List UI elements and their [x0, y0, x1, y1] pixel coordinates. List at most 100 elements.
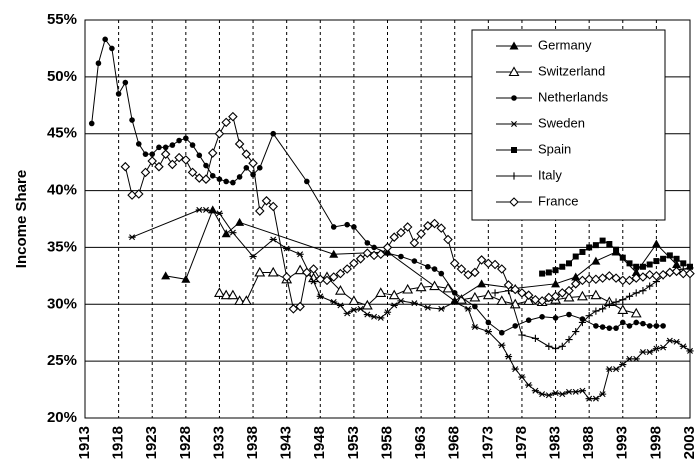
- marker: [566, 260, 572, 267]
- marker: [631, 267, 641, 276]
- marker: [230, 179, 236, 186]
- marker: [504, 353, 513, 360]
- x-tick-label: 1948: [311, 426, 328, 459]
- marker: [330, 224, 337, 230]
- marker: [523, 295, 535, 305]
- marker: [429, 280, 440, 291]
- marker: [658, 269, 668, 280]
- marker: [127, 190, 137, 200]
- marker: [135, 141, 142, 147]
- marker: [625, 292, 634, 300]
- marker: [248, 158, 258, 169]
- marker: [361, 299, 373, 310]
- marker: [350, 306, 358, 313]
- marker: [296, 251, 304, 258]
- marker: [203, 162, 209, 169]
- marker: [382, 242, 393, 253]
- marker: [551, 389, 560, 396]
- y-tick-label: 40%: [47, 182, 77, 199]
- marker: [240, 295, 252, 305]
- marker: [254, 206, 265, 216]
- marker: [570, 279, 581, 289]
- legend-label: Spain: [538, 141, 571, 156]
- x-tick-label: 2003: [681, 426, 698, 459]
- marker: [604, 271, 615, 281]
- marker: [579, 248, 586, 255]
- y-tick-label: 20%: [47, 409, 77, 426]
- marker: [425, 263, 431, 270]
- marker: [133, 189, 144, 199]
- marker: [640, 320, 646, 327]
- marker: [565, 388, 573, 395]
- marker: [364, 240, 371, 246]
- marker: [202, 206, 210, 213]
- marker: [672, 259, 682, 268]
- legend-label: Netherlands: [538, 89, 609, 104]
- marker: [510, 172, 518, 180]
- marker: [115, 91, 122, 97]
- marker: [578, 318, 587, 327]
- marker: [477, 279, 487, 288]
- marker: [342, 264, 352, 274]
- marker: [510, 121, 518, 127]
- marker: [651, 239, 661, 248]
- marker: [619, 361, 627, 368]
- marker: [147, 156, 158, 166]
- marker: [572, 253, 579, 260]
- marker: [632, 355, 640, 362]
- marker: [552, 267, 559, 274]
- marker: [256, 165, 263, 171]
- marker: [686, 347, 694, 354]
- marker: [571, 272, 581, 281]
- marker: [476, 255, 487, 265]
- marker: [578, 387, 587, 394]
- marker: [169, 142, 176, 148]
- marker: [390, 302, 398, 309]
- marker: [375, 287, 387, 297]
- marker: [335, 268, 346, 279]
- marker: [605, 300, 613, 308]
- legend: Germany Switzerland Netherlands Sweden Spain…: [471, 29, 666, 221]
- y-tick-label: 35%: [47, 238, 77, 255]
- marker: [537, 296, 547, 306]
- marker: [95, 60, 102, 67]
- marker: [591, 256, 601, 265]
- marker: [449, 258, 460, 269]
- marker: [599, 305, 607, 313]
- marker: [638, 272, 648, 282]
- marker: [577, 290, 588, 301]
- marker: [619, 319, 626, 326]
- marker: [416, 229, 426, 239]
- marker: [572, 388, 580, 395]
- marker: [216, 176, 223, 182]
- marker: [122, 79, 129, 86]
- marker: [644, 269, 655, 280]
- marker: [267, 266, 279, 277]
- marker: [160, 149, 171, 159]
- marker: [619, 296, 627, 304]
- marker: [491, 289, 499, 297]
- marker: [646, 282, 654, 290]
- marker: [672, 338, 681, 345]
- marker: [351, 224, 357, 230]
- legend-box: [471, 29, 666, 221]
- marker: [187, 167, 198, 178]
- marker: [518, 374, 526, 381]
- x-tick-label: 1953: [345, 426, 362, 459]
- marker: [383, 309, 392, 316]
- y-tick-label: 55%: [47, 11, 77, 28]
- marker: [613, 325, 619, 331]
- marker: [565, 335, 573, 344]
- marker: [343, 310, 351, 317]
- marker: [214, 287, 225, 297]
- x-tick-label: 1993: [614, 426, 631, 459]
- marker: [304, 178, 310, 185]
- marker: [530, 294, 541, 305]
- marker: [639, 287, 647, 295]
- marker: [336, 302, 345, 309]
- marker: [617, 304, 629, 315]
- marker: [611, 273, 621, 283]
- marker: [678, 268, 689, 279]
- marker: [646, 261, 653, 268]
- marker: [223, 178, 229, 185]
